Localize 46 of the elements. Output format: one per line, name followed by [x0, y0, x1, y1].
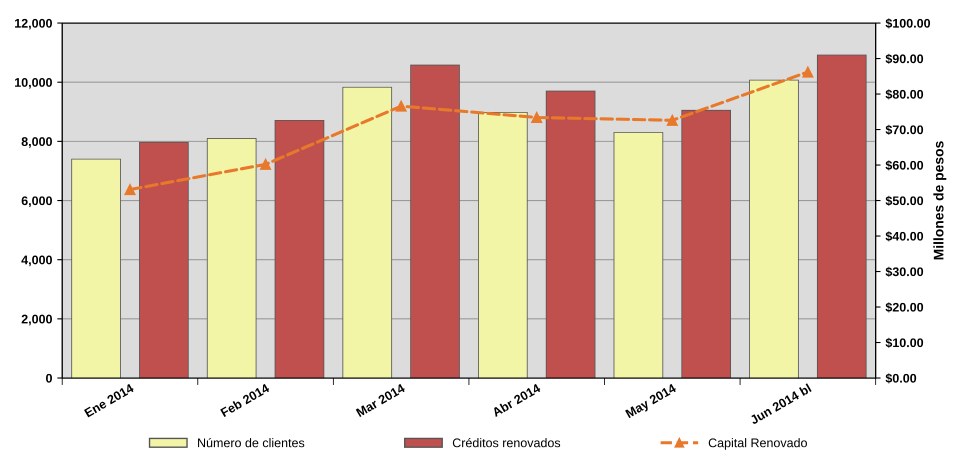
- point: [666, 114, 678, 126]
- bar: [206, 138, 256, 378]
- y-tick-label: 8,000: [22, 137, 52, 148]
- y2-tick-label: $30.00: [886, 266, 924, 277]
- legend-label: Créditos renovados: [452, 438, 560, 448]
- bar: [410, 64, 460, 378]
- y2-tick-label: $80.00: [886, 89, 924, 100]
- y2-tick-label: $60.00: [886, 160, 924, 170]
- y2-tick-label: $20.00: [886, 302, 924, 312]
- x-tick-label: Abr 2014: [491, 382, 542, 418]
- point: [396, 100, 407, 112]
- x-tick-label: May 2014: [625, 383, 678, 420]
- y-tick-label: 6,000: [22, 196, 52, 207]
- y-tick-label: 12,000: [15, 18, 52, 30]
- y2-axis-title: Millones de pesos: [933, 141, 946, 260]
- bar: [342, 86, 392, 378]
- y-tick-label: 0: [46, 374, 52, 383]
- bar: [816, 54, 867, 378]
- point: [802, 66, 814, 78]
- x-tick-label: Feb 2014: [220, 382, 270, 418]
- legend-label: Número de clientes: [198, 438, 304, 448]
- x-tick-label: Jun 2014 bl: [749, 383, 812, 425]
- point: [124, 184, 136, 196]
- bar: [274, 120, 324, 378]
- bar: [71, 158, 121, 378]
- bar: [546, 90, 596, 378]
- y2-tick-label: $10.00: [886, 338, 924, 348]
- x-tick-label: Mar 2014: [356, 383, 406, 418]
- y2-tick-label: $100.00: [886, 18, 930, 29]
- point: [531, 112, 542, 124]
- legend-label: Capital Renovado: [708, 438, 807, 450]
- y-tick-label: 4,000: [21, 255, 52, 266]
- y2-tick-label: $0.00: [886, 373, 916, 384]
- bar: [614, 132, 664, 378]
- bar: [139, 142, 189, 378]
- point: [260, 158, 272, 170]
- x-tick-label: Ene 2014: [84, 383, 135, 418]
- y-tick-label: 10,000: [15, 78, 52, 89]
- bar: [749, 80, 799, 378]
- bar: [478, 112, 528, 378]
- y-tick-label: 2,000: [22, 314, 52, 326]
- y2-tick-label: $90.00: [886, 54, 924, 64]
- y2-tick-label: $70.00: [886, 124, 924, 135]
- y2-tick-label: $50.00: [886, 196, 924, 206]
- bar: [681, 110, 732, 378]
- y2-tick-label: $40.00: [886, 231, 924, 242]
